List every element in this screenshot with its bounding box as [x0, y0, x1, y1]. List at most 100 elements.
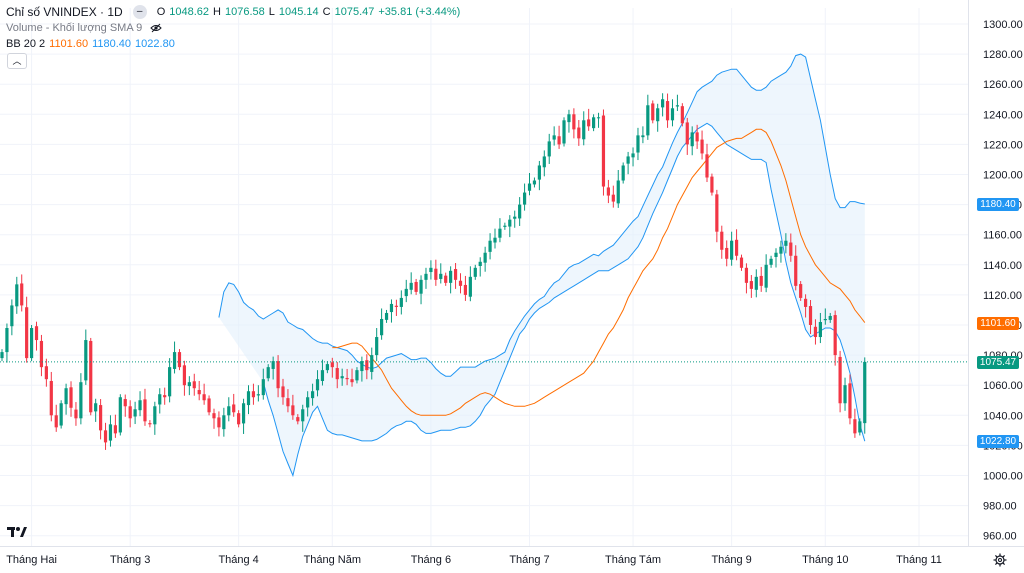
y-tick-label: 960.00	[983, 531, 1017, 543]
candle	[429, 260, 433, 280]
candle	[695, 124, 699, 149]
candle	[473, 264, 477, 280]
eye-off-icon[interactable]	[150, 22, 162, 34]
candle	[59, 400, 63, 429]
bollinger-upper-line	[218, 53, 865, 377]
candle	[365, 354, 369, 380]
candle	[424, 267, 428, 289]
candle	[251, 383, 256, 405]
tradingview-logo-icon[interactable]	[6, 524, 28, 540]
candle	[64, 383, 68, 415]
candle	[44, 358, 48, 387]
x-tick-label: Tháng Tám	[605, 554, 661, 566]
candle	[330, 357, 334, 378]
candle	[675, 94, 680, 111]
x-tick-label: Tháng 3	[110, 554, 150, 566]
y-tick-label: 1280.00	[983, 49, 1023, 61]
bollinger-band-fill	[218, 54, 865, 476]
volume-indicator-label[interactable]: Volume - Khối lượng SMA 9	[6, 22, 143, 34]
candle	[794, 245, 798, 291]
candle	[444, 272, 448, 286]
candle	[261, 368, 265, 400]
open-label: O	[156, 6, 166, 18]
candle	[582, 111, 586, 146]
candle	[276, 355, 280, 398]
minus-icon[interactable]: –	[132, 5, 147, 19]
x-tick-label: Tháng 11	[896, 554, 942, 566]
y-tick-label: 1300.00	[983, 19, 1023, 31]
candle	[296, 414, 300, 425]
candle	[498, 218, 502, 243]
change-value: +35.81 (+3.44%)	[378, 6, 461, 18]
candle	[138, 391, 142, 417]
candle	[587, 108, 591, 131]
candle	[863, 357, 867, 434]
candle	[759, 266, 763, 292]
candle	[838, 350, 842, 413]
y-tick-label: 1120.00	[983, 290, 1022, 302]
candle	[256, 385, 260, 402]
candle	[518, 197, 522, 226]
candle	[557, 125, 561, 149]
candle	[29, 325, 34, 362]
x-tick-label: Tháng Năm	[304, 554, 361, 566]
candle	[241, 398, 246, 434]
x-tick-label: Tháng 6	[411, 554, 451, 566]
candle	[335, 362, 339, 389]
candle	[153, 401, 157, 435]
candle	[734, 229, 739, 261]
candle	[202, 383, 206, 405]
candle	[670, 99, 675, 127]
candle	[187, 376, 191, 396]
candle	[818, 312, 822, 344]
y-tick-label: 1000.00	[983, 471, 1023, 483]
candle	[271, 356, 275, 380]
candle	[468, 266, 472, 302]
gear-icon[interactable]	[993, 553, 1007, 567]
candle	[325, 361, 329, 374]
candle	[527, 172, 532, 196]
candle	[808, 300, 813, 335]
candle	[128, 400, 132, 428]
candle	[197, 380, 201, 401]
collapse-legend-button[interactable]: ︿	[7, 53, 27, 69]
y-tick-label: 1260.00	[983, 79, 1023, 91]
candle	[680, 103, 684, 127]
candle	[5, 323, 9, 363]
candle	[577, 120, 581, 146]
candle	[54, 404, 58, 432]
candle	[237, 410, 241, 428]
candle	[562, 117, 566, 147]
candle	[744, 263, 749, 294]
close-value: 1075.47	[334, 6, 375, 18]
bb-indicator-label[interactable]: BB 20 2	[6, 38, 46, 50]
candle	[665, 93, 670, 128]
close-label: C	[322, 6, 331, 18]
x-axis[interactable]: Tháng Hai Tháng 3 Tháng 4 Tháng Năm Tháng 6 T…	[6, 554, 942, 566]
y-axis[interactable]: 960.00980.001000.001020.001040.001060.00…	[983, 19, 1023, 543]
candle	[799, 281, 803, 301]
y-tick-label: 980.00	[983, 501, 1017, 513]
candle	[774, 248, 778, 268]
candle	[246, 385, 251, 415]
candle	[621, 162, 625, 184]
candle	[828, 312, 832, 323]
candle	[207, 395, 211, 416]
candle	[103, 422, 108, 450]
candle	[123, 394, 127, 417]
candle	[606, 179, 610, 204]
chart-legend: Chỉ số VNINDEX · 1D – O 1048.62 H 1076.58 …	[6, 4, 460, 52]
candle	[399, 290, 403, 315]
symbol-title[interactable]: Chỉ số VNINDEX · 1D	[6, 5, 123, 19]
bb-lower-price-tag: 1022.80	[977, 435, 1019, 448]
x-tick-label: Tháng Hai	[6, 554, 57, 566]
candle	[552, 126, 556, 146]
candle	[710, 173, 714, 196]
candle	[89, 337, 93, 416]
candle	[419, 275, 423, 305]
candle	[360, 356, 364, 382]
legend-symbol-row: Chỉ số VNINDEX · 1D – O 1048.62 H 1076.58 …	[6, 4, 460, 20]
candle	[513, 210, 517, 228]
candle	[133, 401, 137, 425]
